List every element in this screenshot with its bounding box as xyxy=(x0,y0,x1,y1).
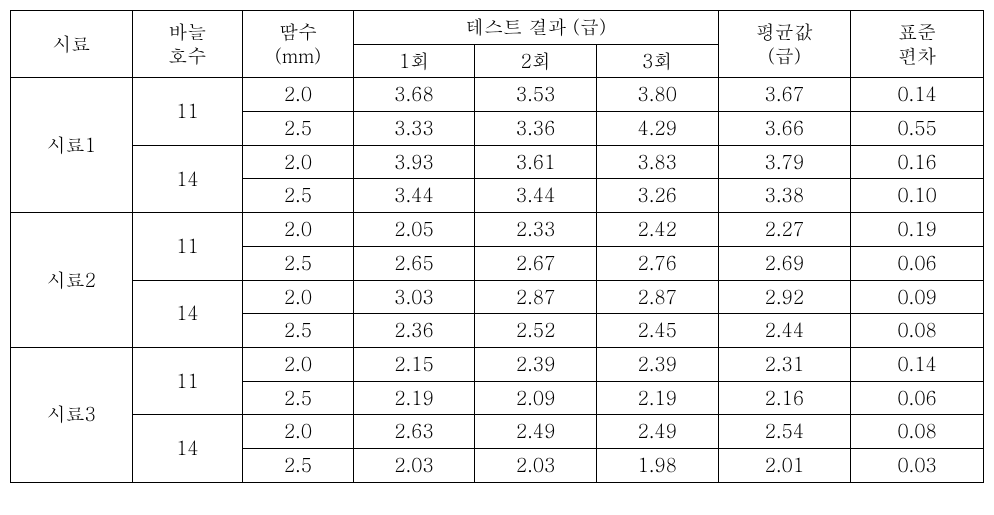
cell-t3: 2.45 xyxy=(596,314,718,348)
header-std: 표준편차 xyxy=(851,11,984,78)
cell-t3: 2.42 xyxy=(596,213,718,247)
header-sweat: 땀수(mm) xyxy=(243,11,354,78)
cell-avg: 3.38 xyxy=(718,179,851,213)
cell-std: 0.08 xyxy=(851,415,984,449)
cell-t3: 3.80 xyxy=(596,78,718,112)
header-needle: 바늘호수 xyxy=(132,11,243,78)
cell-avg: 3.79 xyxy=(718,145,851,179)
cell-sweat: 2.0 xyxy=(243,145,354,179)
cell-sweat: 2.0 xyxy=(243,213,354,247)
cell-t1: 2.63 xyxy=(353,415,475,449)
table-row: 시료3112.02.152.392.392.310.14 xyxy=(11,347,984,381)
cell-t3: 3.26 xyxy=(596,179,718,213)
cell-std: 0.06 xyxy=(851,381,984,415)
cell-std: 0.09 xyxy=(851,280,984,314)
table-header: 시료 바늘호수 땀수(mm) 테스트 결과 (급) 평균값(급) 표준편차 1회… xyxy=(11,11,984,78)
cell-needle: 11 xyxy=(132,347,243,414)
cell-std: 0.10 xyxy=(851,179,984,213)
cell-avg: 3.67 xyxy=(718,78,851,112)
cell-t1: 3.44 xyxy=(353,179,475,213)
header-test3: 3회 xyxy=(596,44,718,78)
cell-t2: 2.39 xyxy=(475,347,597,381)
cell-avg: 2.69 xyxy=(718,246,851,280)
cell-t2: 2.03 xyxy=(475,448,597,482)
cell-sweat: 2.5 xyxy=(243,314,354,348)
cell-avg: 3.66 xyxy=(718,112,851,146)
cell-t3: 2.87 xyxy=(596,280,718,314)
cell-sweat: 2.5 xyxy=(243,179,354,213)
header-sample: 시료 xyxy=(11,11,133,78)
cell-avg: 2.44 xyxy=(718,314,851,348)
table-body: 시료1112.03.683.533.803.670.142.53.333.364… xyxy=(11,78,984,482)
cell-t2: 3.44 xyxy=(475,179,597,213)
cell-sweat: 2.5 xyxy=(243,246,354,280)
cell-t3: 3.83 xyxy=(596,145,718,179)
cell-avg: 2.31 xyxy=(718,347,851,381)
cell-needle: 11 xyxy=(132,213,243,280)
cell-t1: 3.03 xyxy=(353,280,475,314)
cell-avg: 2.27 xyxy=(718,213,851,247)
cell-sample: 시료3 xyxy=(11,347,133,482)
cell-std: 0.03 xyxy=(851,448,984,482)
cell-t2: 3.36 xyxy=(475,112,597,146)
cell-t1: 3.68 xyxy=(353,78,475,112)
cell-t2: 2.87 xyxy=(475,280,597,314)
data-table: 시료 바늘호수 땀수(mm) 테스트 결과 (급) 평균값(급) 표준편차 1회… xyxy=(10,10,984,483)
cell-needle: 14 xyxy=(132,145,243,212)
cell-t3: 2.49 xyxy=(596,415,718,449)
cell-t1: 2.19 xyxy=(353,381,475,415)
table-row: 142.03.032.872.872.920.09 xyxy=(11,280,984,314)
cell-t3: 2.76 xyxy=(596,246,718,280)
cell-t3: 2.39 xyxy=(596,347,718,381)
cell-t1: 2.05 xyxy=(353,213,475,247)
header-test2: 2회 xyxy=(475,44,597,78)
cell-t1: 2.03 xyxy=(353,448,475,482)
cell-t1: 2.15 xyxy=(353,347,475,381)
cell-std: 0.06 xyxy=(851,246,984,280)
cell-t2: 2.33 xyxy=(475,213,597,247)
cell-std: 0.08 xyxy=(851,314,984,348)
cell-avg: 2.54 xyxy=(718,415,851,449)
cell-t1: 3.33 xyxy=(353,112,475,146)
cell-sample: 시료1 xyxy=(11,78,133,213)
cell-std: 0.14 xyxy=(851,78,984,112)
cell-t3: 1.98 xyxy=(596,448,718,482)
cell-t2: 2.67 xyxy=(475,246,597,280)
cell-sweat: 2.0 xyxy=(243,280,354,314)
header-avg: 평균값(급) xyxy=(718,11,851,78)
cell-t2: 3.53 xyxy=(475,78,597,112)
cell-std: 0.55 xyxy=(851,112,984,146)
table-row: 142.03.933.613.833.790.16 xyxy=(11,145,984,179)
table-row: 시료1112.03.683.533.803.670.14 xyxy=(11,78,984,112)
cell-t2: 2.52 xyxy=(475,314,597,348)
cell-sample: 시료2 xyxy=(11,213,133,348)
cell-avg: 2.92 xyxy=(718,280,851,314)
cell-std: 0.19 xyxy=(851,213,984,247)
cell-t3: 4.29 xyxy=(596,112,718,146)
cell-avg: 2.16 xyxy=(718,381,851,415)
header-test1: 1회 xyxy=(353,44,475,78)
cell-std: 0.16 xyxy=(851,145,984,179)
cell-t2: 3.61 xyxy=(475,145,597,179)
cell-avg: 2.01 xyxy=(718,448,851,482)
cell-needle: 14 xyxy=(132,280,243,347)
cell-needle: 11 xyxy=(132,78,243,145)
cell-t1: 2.65 xyxy=(353,246,475,280)
cell-sweat: 2.5 xyxy=(243,448,354,482)
cell-sweat: 2.5 xyxy=(243,381,354,415)
cell-t1: 3.93 xyxy=(353,145,475,179)
header-test-group: 테스트 결과 (급) xyxy=(353,11,718,45)
cell-sweat: 2.0 xyxy=(243,347,354,381)
cell-t1: 2.36 xyxy=(353,314,475,348)
table-row: 시료2112.02.052.332.422.270.19 xyxy=(11,213,984,247)
cell-needle: 14 xyxy=(132,415,243,482)
table-row: 142.02.632.492.492.540.08 xyxy=(11,415,984,449)
cell-t3: 2.19 xyxy=(596,381,718,415)
cell-t2: 2.49 xyxy=(475,415,597,449)
cell-t2: 2.09 xyxy=(475,381,597,415)
cell-std: 0.14 xyxy=(851,347,984,381)
cell-sweat: 2.0 xyxy=(243,415,354,449)
cell-sweat: 2.0 xyxy=(243,78,354,112)
cell-sweat: 2.5 xyxy=(243,112,354,146)
